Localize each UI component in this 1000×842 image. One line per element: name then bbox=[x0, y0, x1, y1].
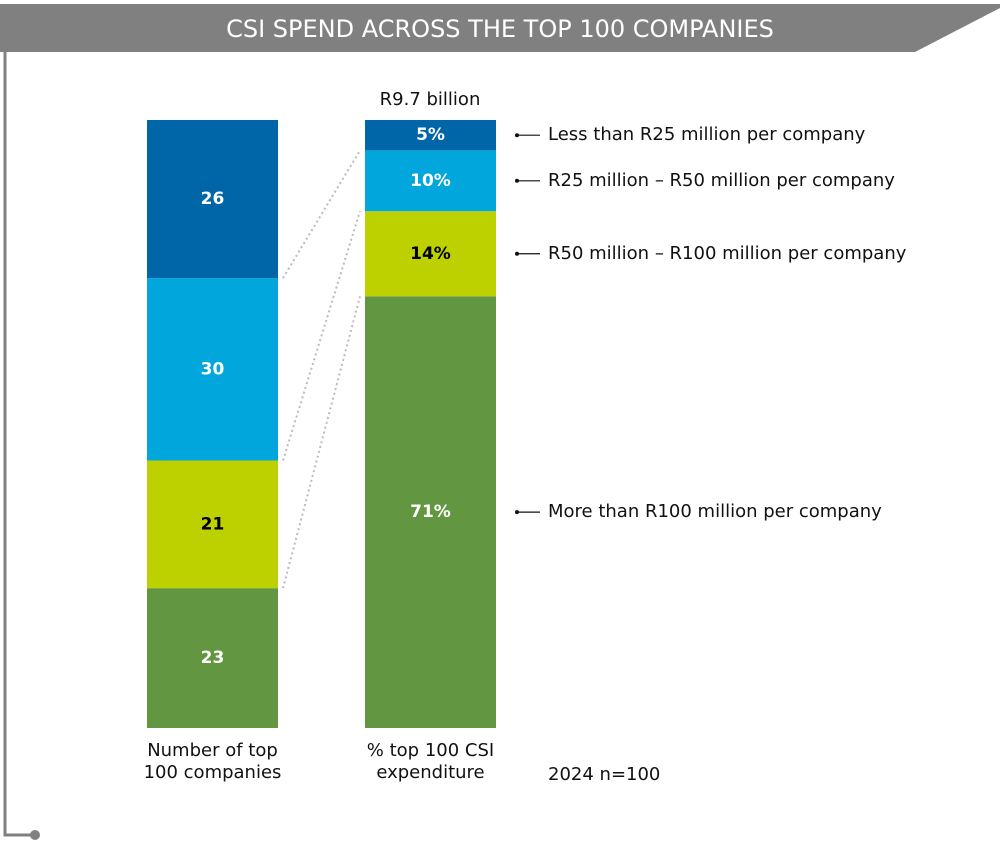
total-label: R9.7 billion bbox=[380, 89, 481, 110]
category-label: Number of top 100 companies bbox=[143, 740, 282, 783]
chart-title: CSI SPEND ACROSS THE TOP 100 COMPANIES bbox=[226, 15, 774, 43]
frame-dot bbox=[30, 830, 40, 840]
connector bbox=[282, 210, 361, 461]
frame-line bbox=[3, 52, 35, 837]
bar-segment bbox=[365, 150, 496, 212]
value-label: 26 bbox=[201, 189, 225, 209]
bar-segment bbox=[365, 211, 496, 297]
value-label: 71% bbox=[410, 502, 451, 522]
connector bbox=[282, 149, 361, 279]
bar-segment bbox=[147, 460, 278, 589]
bar-segment bbox=[147, 588, 278, 728]
legend-label: Less than R25 million per company bbox=[548, 124, 866, 145]
value-label: 21 bbox=[201, 514, 225, 534]
value-label: 23 bbox=[201, 648, 225, 668]
legend-label: R50 million – R100 million per company bbox=[548, 243, 907, 264]
legend-label: R25 million – R50 million per company bbox=[548, 170, 895, 191]
bar-segment bbox=[147, 120, 278, 279]
value-label: 30 bbox=[201, 359, 225, 379]
connector bbox=[282, 296, 361, 589]
category-label: % top 100 CSI expenditure bbox=[366, 740, 495, 783]
value-label: 10% bbox=[410, 171, 451, 191]
value-label: 14% bbox=[410, 244, 451, 264]
bar-segment bbox=[365, 120, 496, 151]
bar-segment bbox=[147, 278, 278, 461]
bar-segment bbox=[365, 296, 496, 728]
value-label: 5% bbox=[416, 125, 445, 145]
note: 2024 n=100 bbox=[548, 764, 660, 785]
legend-label: More than R100 million per company bbox=[548, 501, 882, 522]
title-banner bbox=[0, 4, 1000, 52]
